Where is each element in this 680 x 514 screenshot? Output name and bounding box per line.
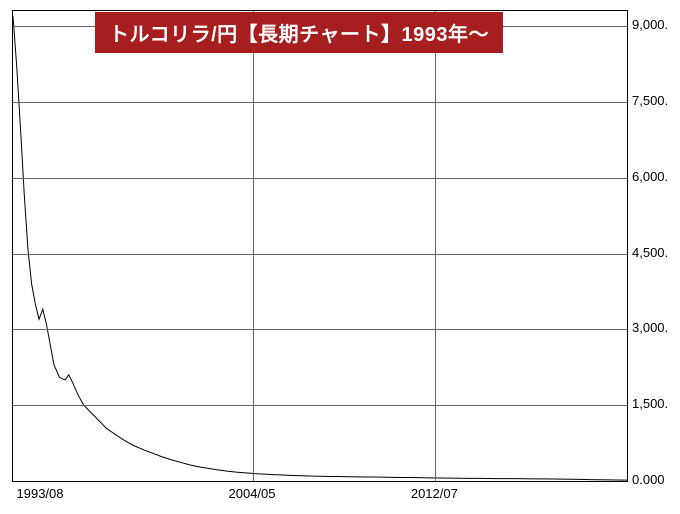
y-axis-label: 6,000. [632,169,668,184]
x-axis-label: 2012/07 [411,486,458,501]
grid-line-v [435,11,436,481]
chart-container: トルコリラ/円【長期チャート】1993年〜 0.000 1,500. 3,000. 4… [0,0,680,514]
y-axis-label: 9,000. [632,17,668,32]
grid-line-h [13,329,627,330]
grid-line-h [13,254,627,255]
line-series [13,11,627,481]
y-axis-label: 4,500. [632,245,668,260]
grid-line-h [13,102,627,103]
grid-line-v [253,11,254,481]
y-axis-label: 3,000. [632,320,668,335]
y-axis-label: 0.000 [632,472,665,487]
y-axis-label: 1,500. [632,396,668,411]
chart-title-banner: トルコリラ/円【長期チャート】1993年〜 [95,12,503,53]
grid-line-h [13,405,627,406]
plot-area [12,10,628,482]
x-axis-label: 1993/08 [17,486,64,501]
y-axis-label: 7,500. [632,93,668,108]
grid-line-h [13,178,627,179]
x-axis-label: 2004/05 [229,486,276,501]
